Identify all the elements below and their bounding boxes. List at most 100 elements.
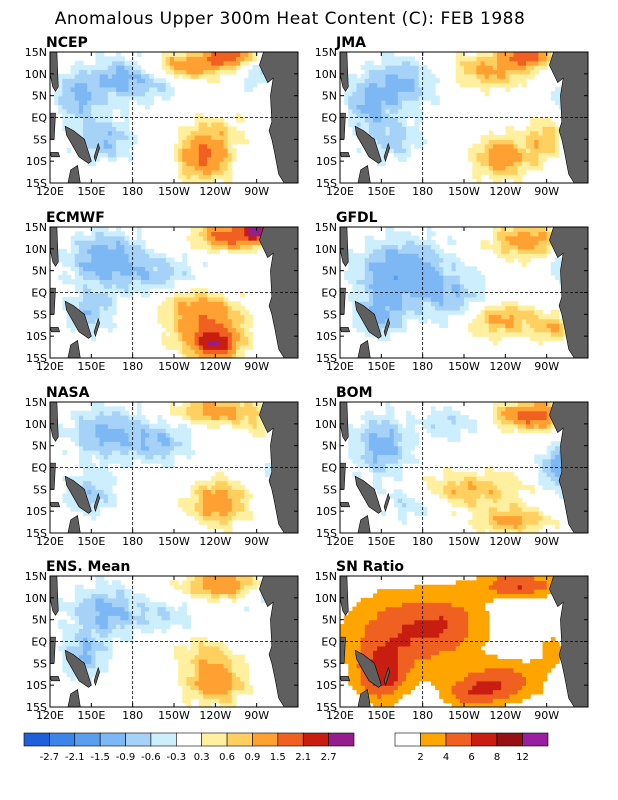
colorbar-swatch [471, 732, 498, 747]
lon-tick-label: 150E [367, 709, 395, 722]
colorbar-swatch [125, 732, 152, 747]
land-mass [340, 462, 346, 490]
panel-label-ens: ENS. Mean [46, 559, 130, 575]
lon-tick-label: 90W [534, 185, 559, 198]
lon-tick-label: 120E [36, 360, 64, 373]
lat-tick-label: 10N [25, 592, 47, 605]
lon-tick-label: 120E [36, 709, 64, 722]
lat-tick-label: 10S [316, 679, 337, 692]
lon-tick-label: 120W [489, 360, 521, 373]
lon-tick-label: 180 [122, 709, 143, 722]
lon-tick-label: 120E [36, 185, 64, 198]
land-mass [64, 300, 92, 339]
colorbar-label: 2.1 [295, 752, 311, 763]
land-mass [340, 327, 351, 333]
colorbar-swatch [302, 732, 329, 747]
lat-tick-label: 5N [322, 90, 337, 103]
panel-label-ncep: NCEP [46, 35, 88, 51]
lon-tick-label: 150E [77, 185, 105, 198]
colorbar-label: 6 [468, 752, 474, 763]
land-mass [340, 287, 346, 315]
lon-tick-label: 120E [36, 535, 64, 548]
lon-tick-label: 150W [158, 709, 190, 722]
land-mass [50, 636, 56, 664]
lon-tick-label: 120W [489, 535, 521, 548]
land-mass [93, 317, 100, 338]
lat-tick-label: 15N [25, 396, 47, 409]
lon-tick-label: 150E [77, 535, 105, 548]
land-mass [50, 462, 56, 490]
land-mass [64, 475, 92, 514]
land-mass [354, 475, 382, 514]
land-mass [340, 402, 349, 442]
lon-tick-label: 90W [534, 360, 559, 373]
land-mass [549, 576, 588, 707]
panel-label-ecmwf: ECMWF [46, 210, 105, 226]
land-mass [340, 576, 349, 616]
land-mass [383, 492, 390, 513]
land-mass [340, 636, 346, 664]
colorbar-swatch [74, 732, 101, 747]
land-mass [340, 502, 351, 508]
lat-tick-label: 10N [315, 243, 337, 256]
lat-tick-label: 10S [316, 155, 337, 168]
land-mass [50, 502, 61, 508]
lat-tick-label: 15S [316, 527, 337, 540]
lat-tick-label: 5N [32, 440, 47, 453]
lat-tick-label: 5S [323, 483, 337, 496]
colorbar-label: -0.9 [116, 752, 136, 763]
lat-tick-label: 5S [33, 308, 47, 321]
land-mass [549, 52, 588, 183]
panel-label-jma: JMA [335, 35, 366, 51]
land-mass [340, 676, 351, 682]
lat-tick-label: 10N [315, 68, 337, 81]
lat-tick-label: 10N [25, 68, 47, 81]
colorbar-label: -2.7 [40, 752, 60, 763]
lat-tick-label: 15N [315, 570, 337, 583]
lat-tick-label: 5S [323, 657, 337, 670]
colorbar-swatch [176, 732, 202, 747]
lat-tick-label: 5N [322, 440, 337, 453]
lon-tick-label: 120E [326, 185, 354, 198]
land-mass [259, 227, 298, 358]
lat-tick-label: 10N [25, 243, 47, 256]
lon-tick-label: 180 [122, 535, 143, 548]
land-mass [50, 165, 81, 183]
lat-tick-label: 5N [322, 265, 337, 278]
lat-tick-label: 15S [26, 527, 47, 540]
lat-tick-label: 10N [315, 418, 337, 431]
lon-tick-label: 150W [158, 535, 190, 548]
lon-tick-label: 90W [244, 535, 269, 548]
lon-tick-label: 120E [326, 535, 354, 548]
lat-tick-label: 5S [33, 483, 47, 496]
colorbar-label: -0.3 [167, 752, 187, 763]
land-mass [93, 142, 100, 163]
land-mass [50, 340, 81, 358]
land-mass [93, 666, 100, 687]
land-mass [354, 125, 382, 164]
lon-tick-label: 90W [534, 709, 559, 722]
lat-tick-label: 10S [316, 505, 337, 518]
lon-tick-label: 120W [199, 709, 231, 722]
land-mass [50, 327, 61, 333]
lon-tick-label: 90W [244, 185, 269, 198]
lon-tick-label: 120E [326, 709, 354, 722]
lon-tick-label: 180 [122, 185, 143, 198]
land-mass [50, 402, 59, 442]
lat-tick-label: 10S [26, 679, 47, 692]
colorbar-swatch [328, 732, 355, 747]
lat-tick-label: 15N [25, 221, 47, 234]
lat-tick-label: EQ [31, 287, 47, 300]
land-mass [354, 649, 382, 688]
colorbar-label: -2.1 [65, 752, 85, 763]
lon-tick-label: 150E [367, 535, 395, 548]
lon-tick-label: 120W [199, 360, 231, 373]
lon-tick-label: 150E [77, 360, 105, 373]
lon-tick-label: 90W [244, 360, 269, 373]
colorbar-swatch [49, 732, 76, 747]
land-mass [259, 402, 298, 533]
lat-tick-label: 10S [316, 330, 337, 343]
